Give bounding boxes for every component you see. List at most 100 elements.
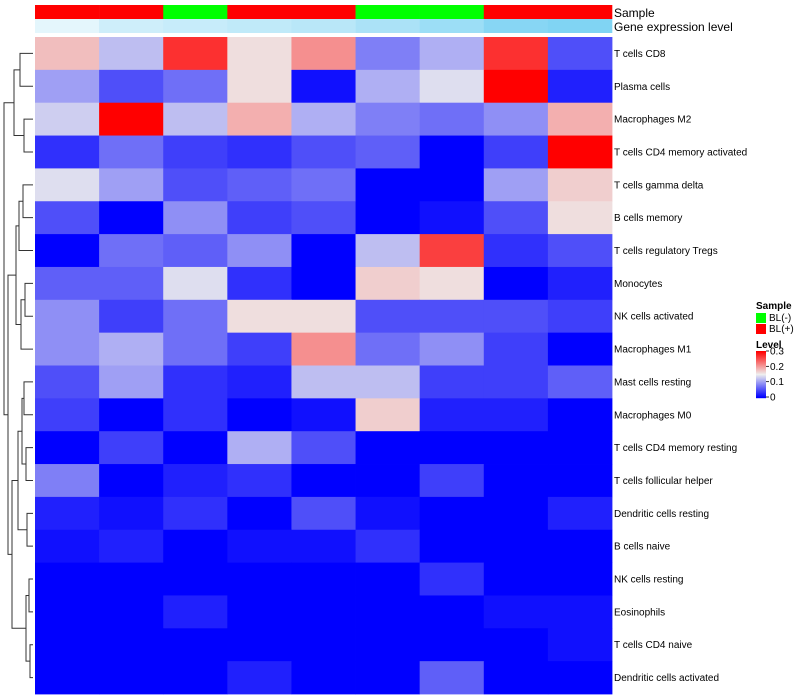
row-label: Mast cells resting — [614, 377, 691, 388]
heatmap-cell — [355, 37, 421, 71]
sample-annotation-cell — [419, 5, 485, 19]
legend-gradient-step — [756, 361, 766, 363]
heatmap-cell — [419, 398, 485, 432]
row-label: Monocytes — [614, 279, 662, 290]
heatmap-cell — [291, 266, 356, 301]
legend-gradient-step — [756, 396, 766, 398]
row-label: NK cells activated — [614, 312, 693, 323]
legend-gradient-step — [756, 377, 766, 379]
heatmap-cell — [35, 431, 100, 465]
legend-gradient-step — [756, 351, 766, 353]
heatmap-cell — [291, 201, 356, 235]
heatmap-cell — [35, 37, 100, 71]
heatmap-cell — [291, 168, 356, 202]
heatmap-cell — [99, 168, 164, 202]
row-label: Plasma cells — [614, 82, 670, 93]
heatmap-cell — [355, 595, 421, 629]
heatmap-cell — [227, 562, 292, 596]
heatmap-cell — [483, 102, 549, 136]
legend-gradient-step — [756, 387, 766, 389]
heatmap-cell — [99, 496, 164, 531]
gene-expression-annotation-cell — [291, 19, 356, 33]
row-label: B cells memory — [614, 213, 682, 224]
dendrogram-branch — [22, 184, 33, 219]
heatmap-cell — [163, 398, 228, 432]
dendrogram-branch — [25, 447, 33, 481]
heatmap-cell — [419, 431, 485, 465]
heatmap-cell — [163, 201, 228, 235]
row-label: Macrophages M0 — [614, 410, 692, 421]
heatmap-cell — [163, 234, 228, 268]
heatmap-cell — [227, 168, 292, 202]
heatmap-cell — [35, 234, 100, 268]
dendrogram-branch — [13, 69, 24, 137]
heatmap-cell — [355, 234, 421, 268]
heatmap-cell — [483, 529, 549, 563]
heatmap-cell — [227, 496, 292, 531]
heatmap-cell — [419, 332, 485, 366]
row-label: B cells naive — [614, 542, 671, 553]
heatmap-cell — [291, 398, 356, 432]
legend-gradient-step — [756, 360, 766, 362]
legend-gradient-step — [756, 389, 766, 391]
heatmap-cell — [547, 595, 613, 629]
heatmap-cell — [291, 496, 356, 531]
heatmap-cell — [227, 529, 292, 563]
heatmap-cell — [483, 135, 549, 169]
heatmap-cell — [419, 595, 485, 629]
heatmap-cell — [547, 37, 613, 71]
heatmap-cell — [99, 102, 164, 136]
heatmap-cell — [419, 37, 485, 71]
heatmap-cell — [355, 266, 421, 301]
legend-gradient-step — [756, 382, 766, 384]
row-label: T cells CD8 — [614, 49, 666, 60]
dendrogram-branch — [28, 578, 33, 613]
heatmap-cell — [355, 431, 421, 465]
heatmap-cell — [419, 628, 485, 662]
heatmap-cell — [35, 595, 100, 629]
heatmap-cell — [291, 332, 356, 366]
gene-expression-annotation-cell — [483, 19, 549, 33]
heatmap-cell — [355, 332, 421, 366]
annotation-bars — [35, 5, 613, 33]
heatmap-cell — [355, 102, 421, 136]
sample-annotation-cell — [547, 5, 613, 19]
heatmap-cell — [291, 299, 356, 334]
gene-expression-annotation-cell — [547, 19, 613, 33]
dendrogram-branch — [19, 52, 33, 87]
heatmap-cell — [291, 69, 356, 104]
heatmap-cell — [35, 332, 100, 366]
legend-item-label: BL(+) — [769, 324, 794, 335]
heatmap-cell — [99, 464, 164, 498]
heatmap-cell — [419, 168, 485, 202]
legend-gradient-step — [756, 365, 766, 367]
legend-tick-label: 0.1 — [770, 377, 784, 388]
heatmap-cell — [35, 69, 100, 104]
heatmap-cell — [547, 661, 613, 695]
heatmap-cell — [163, 562, 228, 596]
legend-gradient-step — [756, 392, 766, 394]
row-label: T cells regulatory Tregs — [614, 246, 718, 257]
heatmap-cell — [227, 431, 292, 465]
heatmap-cell — [227, 464, 292, 498]
legend-gradient-step — [756, 364, 766, 366]
legend-gradient-step — [756, 374, 766, 376]
legend-gradient-step — [756, 385, 766, 387]
heatmap-cell — [99, 135, 164, 169]
legend-gradient-step — [756, 380, 766, 382]
heatmap-cell — [99, 398, 164, 432]
heatmap-cell — [483, 365, 549, 399]
heatmap-cell — [99, 201, 164, 235]
heatmap-cell — [483, 661, 549, 695]
dendrogram-branch — [3, 102, 14, 416]
heatmap-cell — [99, 37, 164, 71]
heatmap-cell — [547, 135, 613, 169]
dendrogram-branch — [18, 200, 33, 252]
heatmap-cell — [355, 562, 421, 596]
legend-gradient-step — [756, 352, 766, 354]
dendrogram-branch — [23, 118, 33, 153]
annotation-label: Gene expression level — [614, 20, 733, 34]
heatmap-cell — [483, 234, 549, 268]
heatmap-cell — [35, 102, 100, 136]
